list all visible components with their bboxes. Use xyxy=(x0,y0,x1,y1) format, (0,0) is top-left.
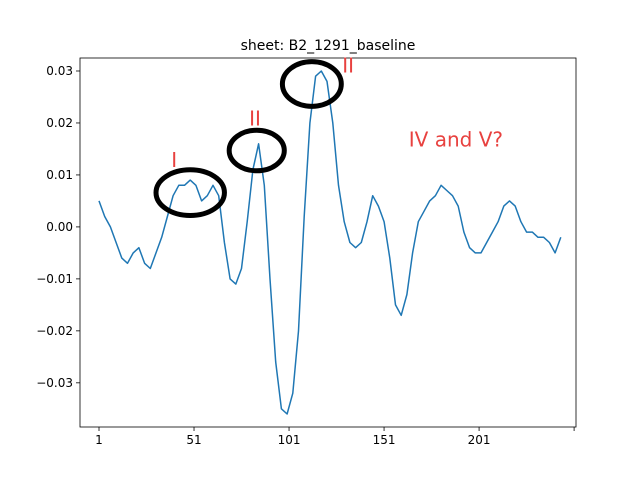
x-tick-label: 201 xyxy=(468,433,491,447)
annotation-label-1: II xyxy=(249,107,261,131)
y-tick-label: 0.02 xyxy=(46,116,73,130)
annotation-label-3: IV and V? xyxy=(409,127,503,151)
y-tick-label: 0.03 xyxy=(46,64,73,78)
x-tick-label: 1 xyxy=(95,433,103,447)
axes-frame xyxy=(79,57,577,428)
y-tick-label: −0.02 xyxy=(36,324,73,338)
circle-marker-1 xyxy=(226,127,287,174)
chart-title: sheet: B2_1291_baseline xyxy=(241,38,416,54)
circle-marker-0 xyxy=(153,167,227,218)
plot-area xyxy=(98,70,562,415)
circle-marker-2 xyxy=(279,59,344,109)
annotation-label-2: II xyxy=(342,54,354,78)
y-tick-label: 0.00 xyxy=(46,220,73,234)
axes: 1 51 101 151 201−0.03−0.02−0.010.000.010.020… xyxy=(36,57,577,447)
y-tick-label: −0.03 xyxy=(36,376,73,390)
series-line-0 xyxy=(98,70,562,415)
annotation-label-0: I xyxy=(171,148,177,172)
x-tick-label: 51 xyxy=(186,433,201,447)
x-tick-label: 151 xyxy=(373,433,396,447)
y-tick-label: 0.01 xyxy=(46,168,73,182)
x-tick-label: 101 xyxy=(278,433,301,447)
y-tick-label: −0.01 xyxy=(36,272,73,286)
